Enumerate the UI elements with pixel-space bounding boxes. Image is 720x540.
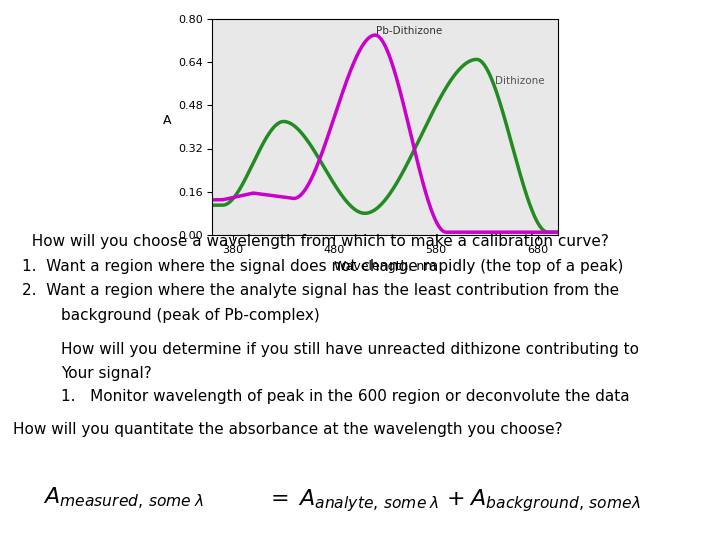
Text: How will you quantitate the absorbance at the wavelength you choose?: How will you quantitate the absorbance a… <box>13 422 562 437</box>
X-axis label: Wavelength, nm: Wavelength, nm <box>334 260 436 273</box>
Text: Your signal?: Your signal? <box>61 366 152 381</box>
Text: Pb-Dithizone: Pb-Dithizone <box>376 26 442 36</box>
Text: 1.   Monitor wavelength of peak in the 600 region or deconvolute the data: 1. Monitor wavelength of peak in the 600… <box>61 389 630 404</box>
Text: How will you determine if you still have unreacted dithizone contributing to: How will you determine if you still have… <box>61 342 639 357</box>
Text: $=\;A_{analyte,\,some\;\lambda}$: $=\;A_{analyte,\,some\;\lambda}$ <box>266 487 440 514</box>
Y-axis label: A: A <box>163 114 171 127</box>
Text: 1.  Want a region where the signal does not change rapidly (the top of a peak): 1. Want a region where the signal does n… <box>22 259 623 274</box>
Text: $+\;A_{background,\,some\lambda}$: $+\;A_{background,\,some\lambda}$ <box>446 487 642 514</box>
Text: Dithizone: Dithizone <box>495 76 544 86</box>
Text: 2.  Want a region where the analyte signal has the least contribution from the: 2. Want a region where the analyte signa… <box>22 284 618 299</box>
Text: $A_{measured,\,some\;\lambda}$: $A_{measured,\,some\;\lambda}$ <box>43 487 204 512</box>
Text: How will you choose a wavelength from which to make a calibration curve?: How will you choose a wavelength from wh… <box>22 234 608 249</box>
Text: background (peak of Pb-complex): background (peak of Pb-complex) <box>61 308 320 323</box>
